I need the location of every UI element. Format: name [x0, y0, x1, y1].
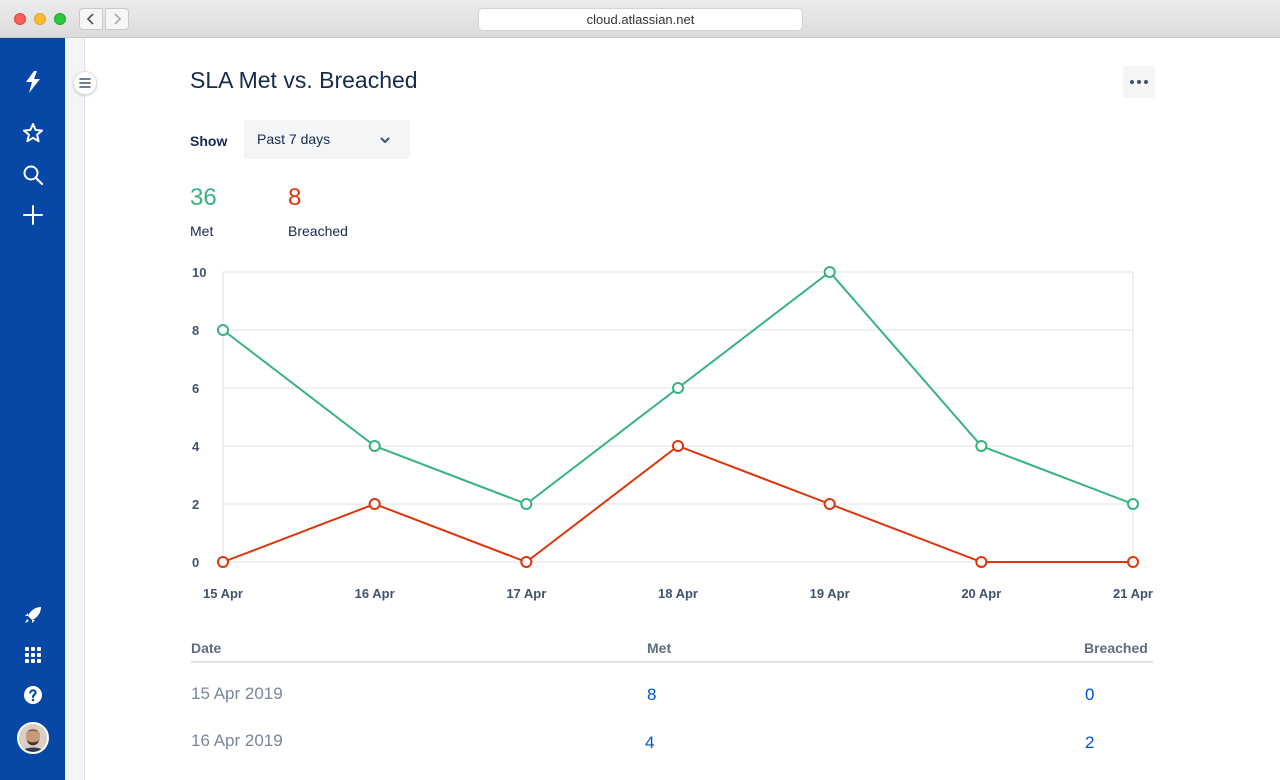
- table-header-date[interactable]: Date: [191, 640, 222, 656]
- jira-logo-icon[interactable]: [17, 66, 49, 98]
- app-switcher-icon[interactable]: [17, 639, 49, 671]
- global-navigation: [0, 38, 65, 780]
- zoom-window-button[interactable]: [54, 13, 66, 25]
- plus-icon[interactable]: [17, 199, 49, 231]
- x-tick-label: 21 Apr: [1113, 586, 1153, 601]
- period-select-value: Past 7 days: [257, 131, 331, 147]
- more-icon: [1130, 80, 1148, 84]
- data-point-met: [368, 440, 381, 452]
- star-icon[interactable]: [17, 117, 49, 149]
- chevron-down-icon: [380, 137, 390, 143]
- minimize-window-button[interactable]: [34, 13, 46, 25]
- x-tick-label: 17 Apr: [506, 586, 546, 601]
- y-tick-label: 10: [192, 265, 206, 280]
- rocket-icon[interactable]: [17, 599, 49, 631]
- row-date: 15 Apr 2019: [191, 684, 283, 703]
- table-header-divider: [191, 661, 1153, 663]
- data-point-met: [823, 266, 836, 278]
- chevron-right-icon: [114, 13, 122, 25]
- data-point-met: [520, 498, 533, 510]
- y-tick-label: 0: [192, 555, 199, 570]
- data-point-met: [975, 440, 988, 452]
- data-point-met: [217, 324, 229, 336]
- address-bar[interactable]: cloud.atlassian.net: [478, 8, 803, 31]
- met-label: Met: [190, 223, 214, 239]
- more-actions-button[interactable]: [1123, 66, 1155, 98]
- table-header-met[interactable]: Met: [647, 640, 672, 656]
- forward-button[interactable]: [105, 8, 129, 30]
- row-date: 16 Apr 2019: [191, 731, 283, 750]
- avatar[interactable]: [17, 722, 49, 754]
- data-point-met: [672, 382, 684, 394]
- y-tick-label: 8: [192, 323, 199, 338]
- expand-sidebar-button[interactable]: [73, 71, 97, 95]
- row-met-link[interactable]: 8: [647, 685, 657, 704]
- data-point-breached: [823, 498, 836, 510]
- data-point-met: [1127, 498, 1139, 510]
- y-tick-label: 4: [192, 439, 200, 454]
- row-breached-link[interactable]: 0: [1085, 685, 1095, 704]
- browser-titlebar: cloud.atlassian.net: [0, 0, 1280, 38]
- table-header-breached[interactable]: Breached: [1084, 640, 1148, 656]
- x-tick-label: 20 Apr: [961, 586, 1001, 601]
- page-title: SLA Met vs. Breached: [190, 67, 418, 93]
- y-tick-label: 6: [192, 381, 199, 396]
- back-button[interactable]: [79, 8, 103, 30]
- data-point-breached: [368, 498, 381, 510]
- x-tick-label: 18 Apr: [658, 586, 698, 601]
- sla-line-chart: 10 8 6 4 2 0 15 Apr 16 Apr 17 Apr 18 Apr 19 Apr 20 …: [192, 265, 1153, 601]
- data-point-breached: [975, 556, 988, 568]
- data-point-breached: [520, 556, 533, 568]
- y-tick-label: 2: [192, 497, 199, 512]
- data-point-breached: [1127, 556, 1139, 568]
- help-icon[interactable]: [17, 679, 49, 711]
- x-tick-label: 19 Apr: [810, 586, 850, 601]
- row-breached-link[interactable]: 2: [1085, 733, 1095, 752]
- chevron-left-icon: [86, 13, 94, 25]
- data-point-breached: [672, 440, 684, 452]
- breached-label: Breached: [288, 223, 348, 239]
- met-count: 36: [190, 184, 217, 211]
- data-point-breached: [217, 556, 229, 568]
- close-window-button[interactable]: [14, 13, 26, 25]
- search-icon[interactable]: [17, 159, 49, 191]
- x-tick-label: 16 Apr: [355, 586, 395, 601]
- collapsed-sidebar: [65, 38, 85, 780]
- breached-count: 8: [288, 184, 302, 211]
- menu-icon: [79, 78, 91, 88]
- x-tick-label: 15 Apr: [203, 586, 243, 601]
- row-met-link[interactable]: 4: [645, 733, 655, 752]
- show-label: Show: [190, 133, 228, 149]
- period-select[interactable]: Past 7 days: [244, 120, 410, 159]
